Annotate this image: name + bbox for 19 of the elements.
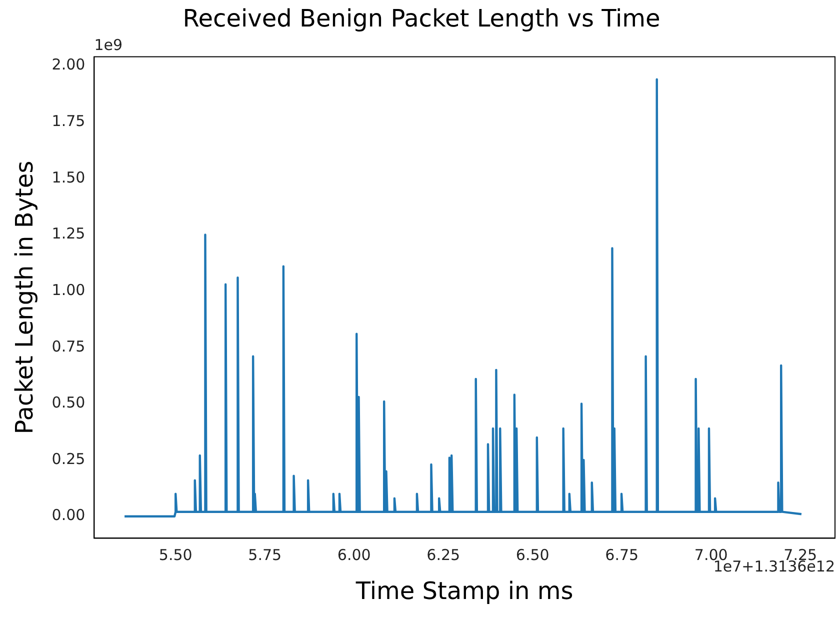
y-tick-label: 1.75 (52, 112, 86, 130)
x-tick-label: 6.50 (516, 546, 550, 564)
y-tick-label: 0.00 (52, 506, 86, 524)
y-tick-label: 2.00 (52, 56, 86, 74)
x-tick-label: 6.00 (337, 546, 371, 564)
x-tick-label: 5.75 (248, 546, 282, 564)
x-tick-label: 6.75 (605, 546, 639, 564)
x-tick-label: 6.25 (426, 546, 460, 564)
text: 1e9 (94, 36, 123, 54)
y-tick-label: 0.25 (52, 450, 86, 468)
x-tick-label: 5.50 (158, 546, 192, 564)
x-axis-title: Time Stamp in ms (354, 576, 574, 605)
chart-title: Received Benign Packet Length vs Time (182, 4, 660, 33)
y-tick-label: 0.75 (52, 337, 86, 356)
y-tick-label: 1.00 (52, 280, 86, 299)
y-axis-title: Packet Length in Bytes (10, 160, 39, 434)
y-tick-label: 0.50 (52, 394, 86, 412)
y-tick-label: 1.25 (52, 224, 86, 243)
y-tick-label: 1.50 (52, 168, 86, 186)
